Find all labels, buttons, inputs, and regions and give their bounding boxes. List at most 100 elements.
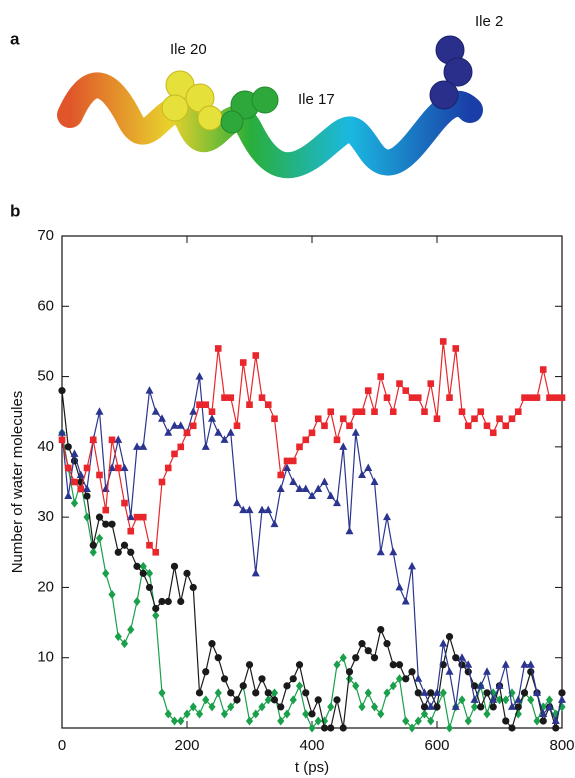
marker [139, 561, 147, 571]
marker [401, 596, 410, 605]
marker [120, 463, 129, 471]
marker [314, 415, 322, 423]
marker [402, 716, 410, 726]
marker [483, 667, 491, 675]
marker [508, 688, 516, 698]
marker [71, 478, 78, 486]
marker [64, 491, 73, 500]
marker [158, 414, 166, 422]
marker [383, 640, 391, 648]
marker [302, 689, 310, 697]
marker [64, 443, 72, 451]
marker [96, 471, 103, 479]
marker [245, 661, 254, 669]
marker [539, 366, 547, 373]
marker [202, 668, 210, 676]
marker [383, 512, 391, 521]
annotation: Ile 20 [170, 41, 207, 58]
marker [364, 387, 372, 394]
marker [333, 436, 341, 444]
marker [414, 394, 422, 401]
marker [158, 688, 166, 698]
marker [264, 695, 272, 705]
marker [95, 407, 104, 415]
protein-helix [57, 35, 483, 179]
marker [320, 724, 329, 732]
y-tick-label: 30 [37, 508, 54, 525]
y-axis-label: Number of water molecules [9, 391, 26, 574]
y-tick-label: 40 [37, 438, 54, 455]
marker [214, 428, 223, 436]
marker [439, 661, 447, 669]
marker [158, 597, 166, 606]
marker [176, 421, 185, 429]
annotation: Ile 2 [475, 13, 503, 30]
marker [339, 724, 347, 732]
marker [414, 689, 422, 697]
marker [458, 661, 466, 669]
marker [551, 716, 560, 724]
marker [83, 512, 91, 522]
marker [558, 689, 566, 697]
y-tick-label: 60 [37, 297, 54, 314]
marker [352, 681, 360, 691]
marker [127, 548, 135, 556]
marker [302, 436, 310, 444]
marker [552, 724, 560, 732]
marker [114, 632, 122, 642]
marker [220, 435, 229, 443]
marker [114, 435, 123, 443]
marker [520, 660, 529, 668]
marker [483, 689, 491, 697]
marker [433, 415, 441, 423]
marker [533, 716, 541, 726]
marker [239, 505, 248, 514]
marker [83, 492, 91, 500]
marker [308, 429, 316, 437]
marker [464, 716, 472, 726]
marker [133, 513, 141, 521]
marker [339, 442, 348, 450]
marker [464, 422, 472, 430]
marker [189, 702, 197, 712]
marker [277, 471, 285, 479]
marker [58, 387, 66, 395]
marker [70, 449, 79, 457]
marker [458, 653, 466, 661]
panel-label: a [10, 29, 20, 48]
marker [558, 394, 566, 401]
marker [420, 709, 429, 719]
marker [239, 359, 247, 366]
marker [345, 526, 354, 535]
marker [121, 499, 128, 507]
marker [514, 408, 522, 416]
marker [264, 505, 273, 514]
marker [489, 429, 497, 437]
marker [427, 380, 435, 387]
marker [383, 688, 391, 698]
marker [501, 660, 510, 668]
marker [139, 442, 148, 450]
marker [151, 407, 160, 415]
marker [327, 408, 335, 416]
marker [177, 443, 185, 451]
panel-label: b [10, 201, 20, 220]
marker [514, 703, 522, 711]
marker [102, 568, 110, 578]
marker [246, 401, 253, 408]
marker [95, 513, 104, 521]
marker [208, 702, 216, 712]
marker [183, 569, 191, 577]
marker [520, 689, 529, 697]
marker [296, 443, 303, 451]
marker [408, 723, 416, 733]
marker [89, 541, 97, 549]
marker [321, 422, 328, 430]
marker [252, 689, 260, 697]
marker [114, 464, 122, 472]
marker [314, 484, 323, 493]
marker [283, 457, 291, 465]
marker [276, 484, 285, 493]
